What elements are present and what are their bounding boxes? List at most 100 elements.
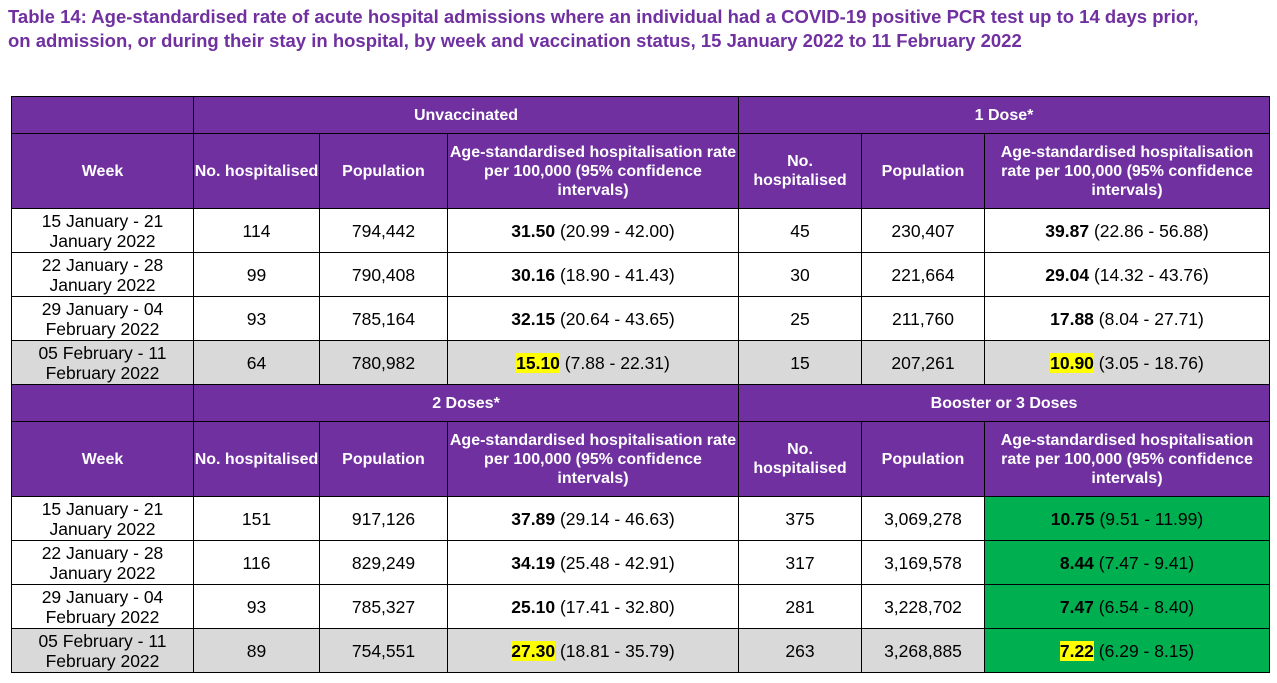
column-header-row: Week No. hospitalised Population Age-sta…: [11, 133, 1270, 209]
confidence-interval: (22.86 - 56.88): [1093, 220, 1209, 241]
rate-value: 34.19: [511, 552, 556, 573]
rate-cell: 25.10 (17.41 - 32.80): [447, 584, 739, 629]
hospitalised-header: No. hospitalised: [193, 133, 320, 209]
rate-cell: 31.50 (20.99 - 42.00): [447, 208, 739, 253]
table-row: 29 January - 04 February 2022 93 785,164…: [11, 296, 1270, 341]
group-header-row: 2 Doses* Booster or 3 Doses: [11, 384, 1270, 422]
rate-cell: 7.47 (6.54 - 8.40): [984, 584, 1270, 629]
population-cell: 3,268,885: [861, 628, 985, 673]
rate-cell: 10.75 (9.51 - 11.99): [984, 496, 1270, 541]
week-cell: 05 February - 11 February 2022: [11, 340, 194, 385]
confidence-interval: (7.47 - 9.41): [1098, 552, 1195, 573]
week-cell: 22 January - 28 January 2022: [11, 252, 194, 297]
hospitalised-cell: 375: [738, 496, 862, 541]
rate-value: 39.87: [1045, 220, 1090, 241]
confidence-interval: (17.41 - 32.80): [559, 596, 675, 617]
hospitalised-cell: 114: [193, 208, 320, 253]
population-header: Population: [861, 133, 985, 209]
population-cell: 230,407: [861, 208, 985, 253]
rate-cell: 34.19 (25.48 - 42.91): [447, 540, 739, 585]
rate-value: 10.75: [1050, 508, 1095, 529]
rate-value: 17.88: [1050, 308, 1094, 329]
rate-cell: 32.15 (20.64 - 43.65): [447, 296, 739, 341]
hospitalised-cell: 281: [738, 584, 862, 629]
rate-value: 29.04: [1045, 264, 1090, 285]
rate-cell: 15.10 (7.88 - 22.31): [447, 340, 739, 385]
hospitalisation-table: Unvaccinated 1 Dose* Week No. hospitalis…: [11, 96, 1270, 673]
confidence-interval: (18.90 - 41.43): [559, 264, 675, 285]
rate-header: Age-standardised hospitalisation rate pe…: [984, 421, 1270, 497]
rate-cell: 17.88 (8.04 - 27.71): [984, 296, 1270, 341]
hospitalised-cell: 93: [193, 296, 320, 341]
rate-header: Age-standardised hospitalisation rate pe…: [447, 421, 739, 497]
table-row: 05 February - 11 February 2022 64 780,98…: [11, 340, 1270, 385]
rate-header: Age-standardised hospitalisation rate pe…: [984, 133, 1270, 209]
rate-header: Age-standardised hospitalisation rate pe…: [447, 133, 739, 209]
population-header: Population: [319, 133, 448, 209]
table-title: Table 14: Age-standardised rate of acute…: [8, 6, 1199, 51]
hospitalised-cell: 317: [738, 540, 862, 585]
hospitalised-cell: 151: [193, 496, 320, 541]
rate-value: 10.90: [1050, 352, 1094, 373]
rate-value: 15.10: [516, 352, 560, 373]
population-cell: 207,261: [861, 340, 985, 385]
population-cell: 221,664: [861, 252, 985, 297]
rate-value: 8.44: [1059, 552, 1094, 573]
rate-value: 7.47: [1059, 596, 1094, 617]
hospitalised-cell: 15: [738, 340, 862, 385]
rate-cell: 39.87 (22.86 - 56.88): [984, 208, 1270, 253]
population-cell: 785,327: [319, 584, 448, 629]
rate-cell: 10.90 (3.05 - 18.76): [984, 340, 1270, 385]
population-cell: 785,164: [319, 296, 448, 341]
rate-value: 27.30: [511, 640, 556, 661]
table-row: 29 January - 04 February 2022 93 785,327…: [11, 584, 1270, 629]
week-cell: 22 January - 28 January 2022: [11, 540, 194, 585]
group-header: 1 Dose*: [738, 96, 1270, 134]
hospitalised-cell: 64: [193, 340, 320, 385]
group-header-row: Unvaccinated 1 Dose*: [11, 96, 1270, 134]
confidence-interval: (29.14 - 46.63): [559, 508, 675, 529]
population-cell: 790,408: [319, 252, 448, 297]
rate-cell: 29.04 (14.32 - 43.76): [984, 252, 1270, 297]
hospitalised-cell: 45: [738, 208, 862, 253]
population-cell: 211,760: [861, 296, 985, 341]
rate-value: 32.15: [511, 308, 556, 329]
week-cell: 29 January - 04 February 2022: [11, 296, 194, 341]
hospitalised-header: No. hospitalised: [193, 421, 320, 497]
rate-cell: 27.30 (18.81 - 35.79): [447, 628, 739, 673]
rate-cell: 8.44 (7.47 - 9.41): [984, 540, 1270, 585]
hospitalised-header: No. hospitalised: [738, 421, 862, 497]
column-header-row: Week No. hospitalised Population Age-sta…: [11, 421, 1270, 497]
week-cell: 15 January - 21 January 2022: [11, 496, 194, 541]
confidence-interval: (3.05 - 18.76): [1098, 352, 1204, 373]
population-cell: 829,249: [319, 540, 448, 585]
week-header: Week: [11, 133, 194, 209]
hospitalised-cell: 25: [738, 296, 862, 341]
confidence-interval: (7.88 - 22.31): [564, 352, 670, 373]
table-row: 15 January - 21 January 2022 151 917,126…: [11, 496, 1270, 541]
confidence-interval: (25.48 - 42.91): [559, 552, 675, 573]
hospitalised-header: No. hospitalised: [738, 133, 862, 209]
population-cell: 917,126: [319, 496, 448, 541]
population-header: Population: [861, 421, 985, 497]
blank-header-cell: [11, 96, 194, 134]
confidence-interval: (20.64 - 43.65): [559, 308, 675, 329]
rate-value: 31.50: [511, 220, 556, 241]
confidence-interval: (20.99 - 42.00): [559, 220, 675, 241]
blank-header-cell: [11, 384, 194, 422]
group-header: 2 Doses*: [193, 384, 739, 422]
rate-value: 7.22: [1059, 640, 1094, 661]
hospitalised-cell: 89: [193, 628, 320, 673]
confidence-interval: (6.29 - 8.15): [1098, 640, 1195, 661]
hospitalised-cell: 30: [738, 252, 862, 297]
population-cell: 3,169,578: [861, 540, 985, 585]
hospitalised-cell: 263: [738, 628, 862, 673]
week-cell: 29 January - 04 February 2022: [11, 584, 194, 629]
population-cell: 3,228,702: [861, 584, 985, 629]
hospitalised-cell: 116: [193, 540, 320, 585]
table-row: 22 January - 28 January 2022 99 790,408 …: [11, 252, 1270, 297]
confidence-interval: (18.81 - 35.79): [559, 640, 675, 661]
confidence-interval: (8.04 - 27.71): [1098, 308, 1204, 329]
group-header: Unvaccinated: [193, 96, 739, 134]
group-header: Booster or 3 Doses: [738, 384, 1270, 422]
